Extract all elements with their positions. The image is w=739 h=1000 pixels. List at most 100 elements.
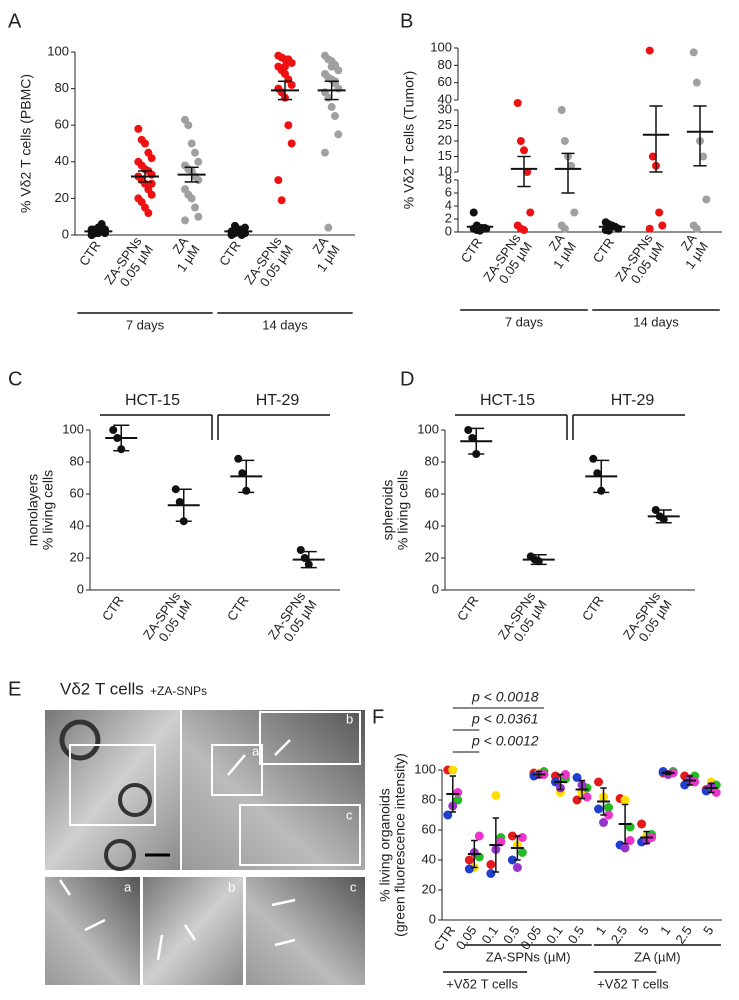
- y-tick-label: 80: [70, 453, 84, 468]
- data-point: [507, 855, 517, 865]
- micrograph: [182, 710, 365, 870]
- data-point: [144, 209, 153, 218]
- group-label: 7 days: [505, 314, 544, 329]
- data-point: [699, 152, 708, 161]
- y-tick-label: 60: [70, 485, 84, 500]
- data-point: [526, 208, 535, 217]
- data-point: [582, 792, 592, 802]
- y-tick-label: 60: [422, 821, 436, 836]
- data-point: [448, 765, 458, 775]
- data-point: [557, 106, 566, 114]
- y-tick-label: 8: [445, 171, 452, 186]
- zoom-box: [259, 711, 361, 765]
- data-point: [604, 810, 614, 820]
- cell: [59, 719, 101, 761]
- zoom-box: [69, 744, 156, 826]
- y-tick-label: 100: [417, 421, 439, 436]
- x-tick-label: 0.05: [517, 923, 544, 952]
- y-axis-label: spheroids: [380, 480, 396, 541]
- data-point: [334, 66, 343, 75]
- y-tick-label: 80: [422, 791, 436, 806]
- y-tick-label: 100: [62, 421, 84, 436]
- data-point: [523, 168, 532, 176]
- annotation: p < 0.0361: [471, 711, 539, 727]
- y-tick-label: 80: [55, 80, 69, 95]
- data-point: [604, 803, 614, 812]
- inset-label: c: [346, 807, 353, 822]
- x-tick-label: CTR: [590, 235, 618, 265]
- data-point: [284, 121, 293, 130]
- data-point: [513, 99, 522, 107]
- data-point: [327, 62, 336, 71]
- y-tick-label: 0: [429, 911, 436, 926]
- data-point: [327, 102, 336, 111]
- y-tick-label: 100: [430, 39, 452, 54]
- y-tick-label: 25: [438, 117, 452, 132]
- data-point: [560, 770, 570, 779]
- data-point: [620, 843, 630, 853]
- data-point: [702, 195, 711, 204]
- data-point: [512, 863, 522, 872]
- data-point: [594, 777, 604, 787]
- data-point: [281, 62, 289, 71]
- y-tick-label: 0: [445, 223, 452, 238]
- data-point: [194, 176, 203, 185]
- y-tick-label: 40: [70, 517, 84, 532]
- data-point: [194, 157, 203, 166]
- data-point: [464, 426, 473, 434]
- panel-letter: C: [8, 368, 22, 390]
- x-tick-label: CTR: [99, 593, 127, 623]
- micrograph: [143, 877, 243, 985]
- data-point: [570, 208, 579, 217]
- x-tick-label: CTR: [458, 235, 486, 265]
- y-axis-label: % Vδ2 T cells (PBMC): [18, 74, 34, 213]
- data-point: [331, 112, 339, 121]
- group-label: 7 days: [126, 317, 165, 332]
- data-point: [184, 121, 193, 130]
- data-point: [648, 152, 657, 161]
- y-tick-label: 80: [425, 453, 439, 468]
- data-point: [567, 161, 576, 170]
- data-point: [491, 791, 501, 800]
- data-point: [191, 203, 199, 212]
- y-tick-label: 20: [425, 549, 439, 564]
- y-axis-label: % Vδ2 T cells (Tumor): [401, 71, 417, 209]
- data-point: [284, 55, 293, 64]
- y-tick-label: 30: [438, 101, 452, 116]
- y-tick-label: 20: [55, 190, 69, 205]
- group-label: +Vδ2 T cells: [597, 976, 669, 991]
- bracket-label: HCT-15: [480, 392, 535, 409]
- data-point: [637, 819, 647, 829]
- y-tick-label: 60: [438, 74, 452, 89]
- data-point: [187, 194, 196, 203]
- x-tick-label: 1: [657, 923, 673, 938]
- data-point: [572, 795, 582, 805]
- data-point: [187, 139, 196, 148]
- data-point: [594, 804, 604, 814]
- data-point: [517, 833, 527, 842]
- data-point: [593, 469, 602, 478]
- group-label: ZA (µM): [634, 949, 680, 964]
- data-point: [109, 426, 118, 434]
- data-point: [692, 78, 701, 87]
- data-point: [324, 223, 333, 232]
- y-axis-label: % living cells: [395, 470, 411, 550]
- group-label: +Vδ2 T cells: [446, 976, 518, 991]
- x-tick-label: 0.5: [565, 923, 588, 946]
- data-point: [655, 208, 664, 217]
- group-label: 14 days: [633, 314, 679, 329]
- y-tick-label: 2: [445, 210, 452, 225]
- data-point: [645, 46, 654, 55]
- x-tick-label: 0.1: [478, 923, 501, 946]
- annotation: p < 0.0018: [471, 689, 539, 705]
- bracket-label: HT-29: [256, 392, 300, 409]
- y-tick-label: 100: [414, 761, 436, 776]
- x-tick-label: 5: [635, 923, 651, 938]
- data-point: [464, 864, 474, 874]
- panel-letter: D: [400, 368, 414, 390]
- y-tick-label: 20: [70, 549, 84, 564]
- y-tick-label: 4: [445, 197, 452, 212]
- panel-title-suffix: +ZA-SNPs: [150, 684, 207, 698]
- data-point: [134, 124, 143, 133]
- data-point: [560, 137, 569, 145]
